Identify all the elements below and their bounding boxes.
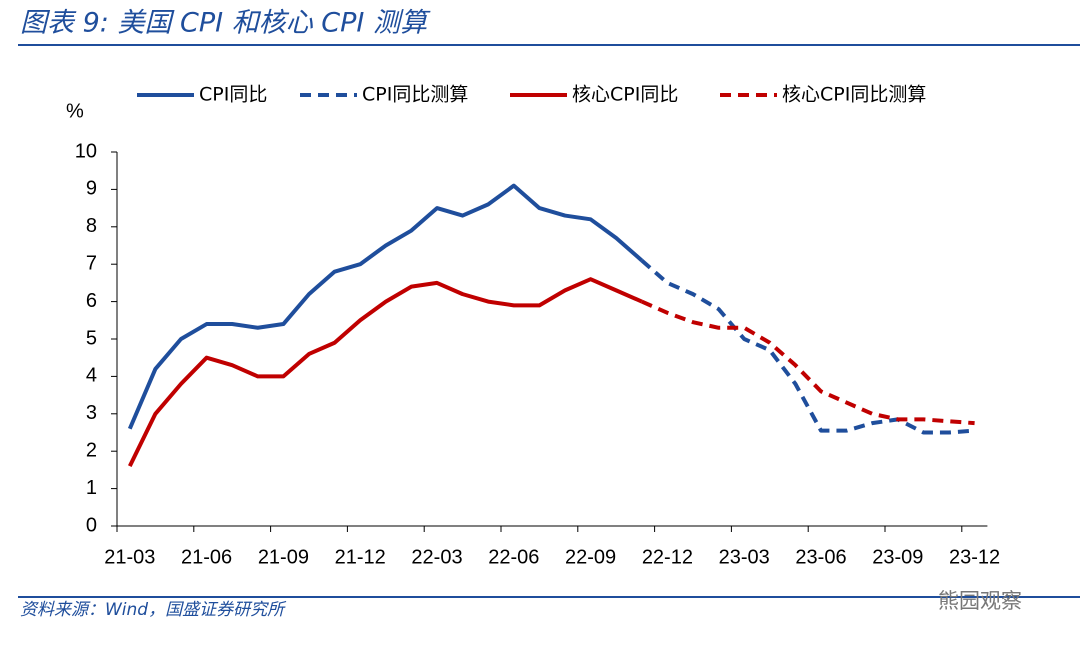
x-tick-label: 23-06 — [795, 546, 846, 568]
x-tick-label: 23-03 — [719, 546, 770, 568]
y-tick-label: 1 — [86, 477, 97, 499]
series-line — [640, 299, 975, 426]
x-tick-label: 21-03 — [104, 546, 155, 568]
y-axis-label: % — [66, 100, 84, 122]
source-note: 资料来源：Wind，国盛证券研究所 — [20, 600, 287, 620]
y-tick-label: 9 — [86, 178, 97, 200]
x-tick-label: 22-03 — [411, 546, 462, 568]
x-tick-label: 23-12 — [949, 546, 1000, 568]
x-tick-label: 23-09 — [872, 546, 923, 568]
chart-title: 图表 9: 美国 CPI 和核心 CPI 测算 — [20, 8, 431, 39]
y-tick-label: 0 — [86, 514, 97, 536]
x-tick-label: 21-09 — [258, 546, 309, 568]
y-tick-label: 2 — [86, 439, 97, 461]
x-tick-label: 22-12 — [642, 546, 693, 568]
series-line — [127, 183, 644, 430]
x-tick-label: 22-09 — [565, 546, 616, 568]
x-tick-label: 21-06 — [181, 546, 232, 568]
legend-label: 核心CPI同比测算 — [782, 84, 926, 106]
y-tick-label: 7 — [86, 252, 97, 274]
x-tick-label: 21-12 — [335, 546, 386, 568]
y-tick-label: 6 — [86, 290, 97, 312]
y-tick-label: 8 — [86, 215, 97, 237]
watermark: 熊园观察 — [938, 589, 1022, 613]
y-tick-label: 3 — [86, 402, 97, 424]
x-tick-label: 22-06 — [488, 546, 539, 568]
y-tick-label: 5 — [86, 327, 97, 349]
series-line — [128, 277, 643, 468]
y-tick-label: 4 — [86, 365, 97, 387]
legend-label: 核心CPI同比 — [572, 84, 678, 106]
legend-label: CPI同比 — [199, 84, 267, 106]
series-line — [640, 258, 975, 435]
y-tick-label: 10 — [75, 140, 97, 162]
legend-label: CPI同比测算 — [362, 84, 468, 106]
